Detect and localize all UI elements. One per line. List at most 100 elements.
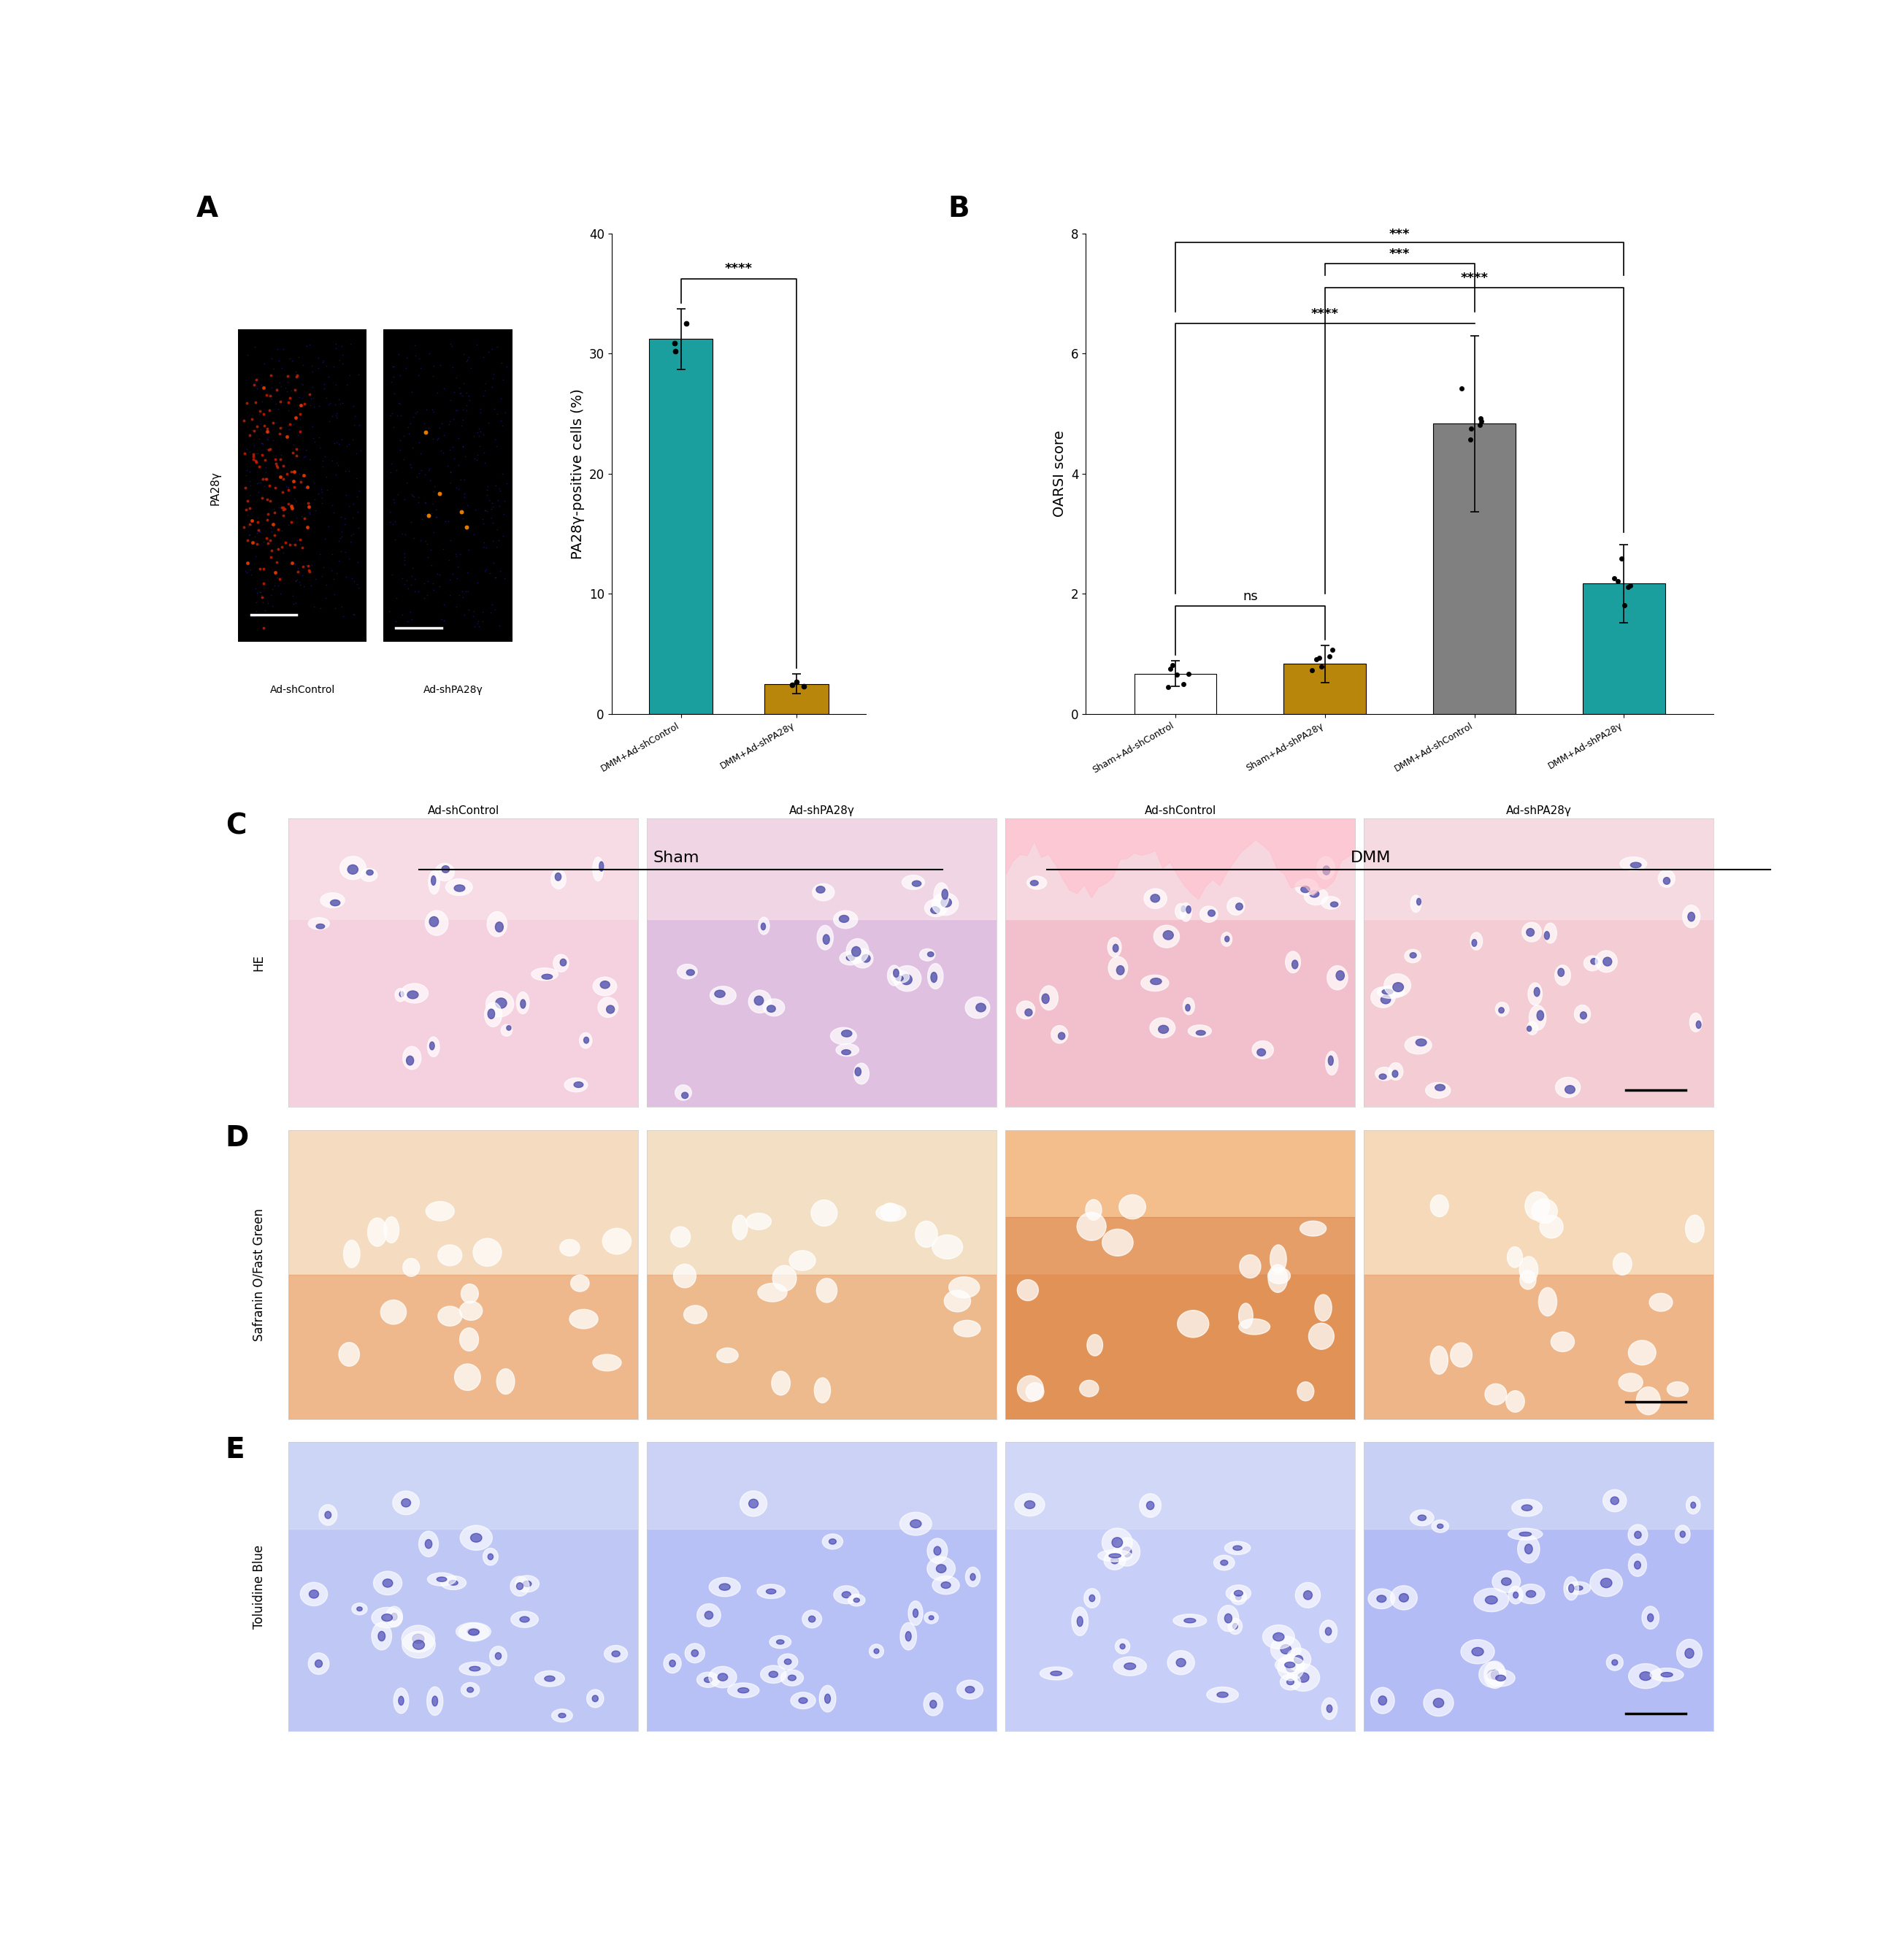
Ellipse shape bbox=[598, 998, 619, 1017]
Ellipse shape bbox=[1186, 1004, 1190, 1011]
Ellipse shape bbox=[1497, 1675, 1506, 1680]
Ellipse shape bbox=[1689, 1013, 1702, 1033]
Ellipse shape bbox=[1634, 1531, 1641, 1538]
Ellipse shape bbox=[733, 1216, 748, 1239]
Ellipse shape bbox=[1321, 897, 1340, 908]
Ellipse shape bbox=[1641, 1607, 1658, 1630]
Ellipse shape bbox=[842, 1031, 851, 1037]
Ellipse shape bbox=[876, 1204, 906, 1221]
Point bbox=[1169, 669, 1200, 700]
Ellipse shape bbox=[817, 1278, 838, 1303]
Ellipse shape bbox=[1167, 1651, 1194, 1675]
Ellipse shape bbox=[1399, 1593, 1409, 1603]
Ellipse shape bbox=[1228, 1618, 1241, 1634]
Ellipse shape bbox=[1319, 1620, 1337, 1644]
Ellipse shape bbox=[402, 1626, 434, 1651]
Ellipse shape bbox=[604, 1645, 628, 1663]
Ellipse shape bbox=[430, 916, 438, 926]
Ellipse shape bbox=[1158, 1025, 1169, 1033]
Ellipse shape bbox=[1392, 1070, 1398, 1078]
Ellipse shape bbox=[1472, 939, 1478, 947]
Ellipse shape bbox=[1517, 1535, 1540, 1564]
Ellipse shape bbox=[1104, 1552, 1125, 1570]
Ellipse shape bbox=[697, 1673, 720, 1688]
Ellipse shape bbox=[1017, 1375, 1043, 1402]
Ellipse shape bbox=[1295, 1655, 1302, 1663]
Ellipse shape bbox=[676, 1085, 691, 1101]
Ellipse shape bbox=[842, 1050, 851, 1054]
Ellipse shape bbox=[1537, 1011, 1544, 1021]
Ellipse shape bbox=[605, 1006, 615, 1013]
Ellipse shape bbox=[762, 924, 765, 930]
Ellipse shape bbox=[1517, 1583, 1544, 1605]
Ellipse shape bbox=[1116, 1640, 1129, 1653]
Bar bbox=[1135, 673, 1217, 714]
Ellipse shape bbox=[1369, 1589, 1396, 1609]
Ellipse shape bbox=[308, 918, 329, 930]
Text: HE: HE bbox=[253, 955, 265, 971]
Ellipse shape bbox=[1580, 1011, 1586, 1019]
Ellipse shape bbox=[1498, 1008, 1504, 1013]
Ellipse shape bbox=[1658, 869, 1676, 887]
Ellipse shape bbox=[1270, 1636, 1300, 1663]
Ellipse shape bbox=[914, 1609, 918, 1618]
Bar bbox=[765, 685, 828, 714]
Ellipse shape bbox=[1411, 895, 1420, 912]
Ellipse shape bbox=[426, 1686, 444, 1715]
Ellipse shape bbox=[1382, 990, 1394, 994]
Ellipse shape bbox=[941, 1581, 950, 1589]
Ellipse shape bbox=[1525, 1192, 1550, 1220]
Ellipse shape bbox=[1219, 1605, 1240, 1632]
Ellipse shape bbox=[828, 1538, 836, 1544]
Ellipse shape bbox=[931, 906, 941, 914]
Bar bbox=[1005, 1274, 1356, 1420]
Text: ***: *** bbox=[1390, 228, 1411, 241]
Ellipse shape bbox=[765, 1589, 777, 1595]
Ellipse shape bbox=[720, 1583, 731, 1591]
Ellipse shape bbox=[1424, 1690, 1453, 1715]
Ellipse shape bbox=[1059, 1033, 1064, 1039]
Ellipse shape bbox=[746, 1214, 771, 1229]
Ellipse shape bbox=[430, 1043, 434, 1050]
Ellipse shape bbox=[1207, 910, 1215, 916]
Ellipse shape bbox=[1519, 1270, 1537, 1290]
Ellipse shape bbox=[916, 1221, 937, 1247]
Bar bbox=[1582, 583, 1664, 714]
Ellipse shape bbox=[893, 965, 922, 992]
Ellipse shape bbox=[592, 858, 604, 881]
Ellipse shape bbox=[1628, 1554, 1647, 1577]
Point bbox=[1306, 652, 1337, 683]
Ellipse shape bbox=[769, 1671, 779, 1677]
Ellipse shape bbox=[404, 1258, 419, 1276]
Ellipse shape bbox=[1285, 1663, 1295, 1667]
Ellipse shape bbox=[1337, 971, 1344, 980]
Ellipse shape bbox=[436, 1577, 447, 1581]
Ellipse shape bbox=[1590, 1570, 1622, 1597]
Ellipse shape bbox=[1544, 924, 1557, 943]
Ellipse shape bbox=[1378, 1074, 1386, 1079]
Point bbox=[1297, 655, 1327, 687]
Ellipse shape bbox=[438, 1307, 463, 1326]
Ellipse shape bbox=[901, 1511, 931, 1535]
Ellipse shape bbox=[1186, 906, 1190, 914]
Ellipse shape bbox=[487, 912, 506, 937]
Ellipse shape bbox=[1607, 1655, 1622, 1671]
Y-axis label: OARSI score: OARSI score bbox=[1053, 430, 1066, 517]
Ellipse shape bbox=[834, 1585, 859, 1605]
Ellipse shape bbox=[1575, 1006, 1590, 1023]
Ellipse shape bbox=[863, 955, 870, 963]
Ellipse shape bbox=[830, 1027, 857, 1044]
Ellipse shape bbox=[1220, 1560, 1228, 1566]
Ellipse shape bbox=[1257, 1048, 1266, 1056]
Ellipse shape bbox=[611, 1651, 621, 1657]
Ellipse shape bbox=[1512, 1500, 1542, 1517]
Ellipse shape bbox=[891, 971, 910, 982]
Ellipse shape bbox=[455, 885, 465, 891]
Ellipse shape bbox=[1213, 1556, 1234, 1570]
Ellipse shape bbox=[1297, 1381, 1314, 1400]
Ellipse shape bbox=[685, 1644, 704, 1663]
Ellipse shape bbox=[600, 862, 604, 871]
Ellipse shape bbox=[398, 1696, 404, 1706]
Ellipse shape bbox=[426, 1202, 455, 1221]
Ellipse shape bbox=[1295, 1583, 1319, 1609]
